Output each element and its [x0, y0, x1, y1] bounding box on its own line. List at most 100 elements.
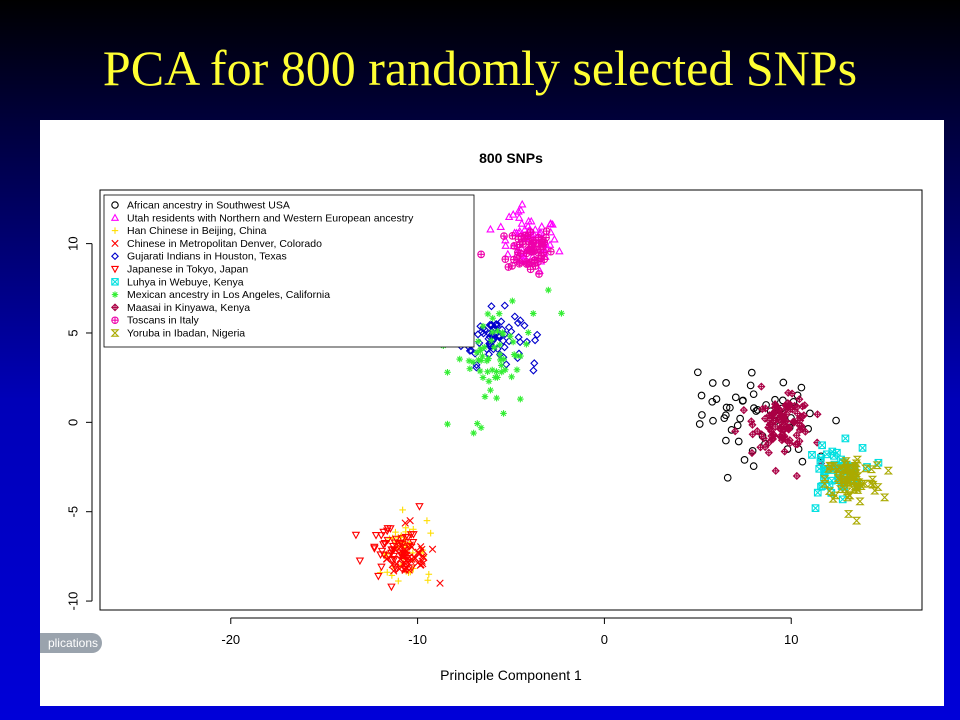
- data-point: [555, 246, 564, 255]
- data-point: [371, 531, 381, 540]
- data-point: [545, 240, 555, 248]
- legend-item: Toscans in Italy: [111, 315, 200, 327]
- data-point: [792, 471, 801, 481]
- data-point: [408, 538, 418, 547]
- data-point: [391, 535, 401, 544]
- data-point: [395, 577, 402, 585]
- data-point: [425, 570, 433, 578]
- data-point: [733, 421, 742, 430]
- data-point: [843, 510, 854, 518]
- data-point: [815, 464, 824, 473]
- data-point: [394, 542, 404, 551]
- data-point: [494, 374, 501, 381]
- data-point: [734, 437, 743, 446]
- data-point: [465, 357, 473, 365]
- data-point: [726, 403, 734, 412]
- data-point: [515, 259, 524, 268]
- plot-panel: 800 SNPs Principle Component 1 -20 -10 0 10…: [40, 120, 944, 706]
- data-point: [516, 316, 525, 325]
- data-point: [529, 236, 538, 245]
- data-point: [403, 534, 413, 542]
- data-point: [444, 368, 451, 376]
- data-point: [823, 464, 834, 473]
- data-point: [414, 550, 423, 558]
- series-points: [466, 227, 555, 278]
- series-points: [382, 516, 444, 587]
- data-point: [546, 227, 555, 236]
- data-point: [465, 346, 474, 355]
- legend-marker: [111, 278, 119, 286]
- data-point: [770, 407, 779, 416]
- data-point: [500, 301, 509, 310]
- data-point: [404, 543, 414, 551]
- plot-frame: [99, 189, 923, 611]
- data-point: [529, 229, 538, 237]
- data-point: [739, 406, 748, 415]
- data-point: [517, 199, 527, 208]
- data-point: [848, 475, 858, 484]
- data-point: [523, 340, 530, 348]
- data-point: [844, 491, 854, 499]
- x-tick-label: -10: [408, 632, 427, 647]
- data-point: [771, 400, 780, 409]
- data-point: [486, 224, 495, 233]
- data-point: [771, 422, 780, 431]
- data-point: [479, 374, 487, 381]
- data-point: [399, 506, 406, 514]
- data-point: [508, 232, 517, 240]
- data-point: [473, 349, 481, 356]
- data-point: [873, 483, 883, 491]
- data-point: [507, 327, 516, 336]
- data-point: [797, 383, 806, 392]
- data-point: [824, 487, 835, 495]
- data-point: [746, 381, 755, 390]
- data-point: [493, 368, 500, 375]
- data-point: [484, 368, 491, 376]
- data-point: [740, 456, 749, 464]
- x-tick-label: 10: [784, 632, 798, 647]
- data-point: [401, 519, 409, 527]
- data-point: [771, 466, 780, 475]
- data-point: [376, 551, 385, 560]
- data-point: [387, 546, 397, 555]
- data-point: [514, 207, 523, 215]
- data-point: [510, 351, 518, 358]
- data-point: [523, 246, 532, 255]
- data-point: [487, 386, 494, 394]
- slide-title: PCA for 800 randomly selected SNPs: [102, 40, 858, 96]
- legend-label: Toscans in Italy: [127, 315, 200, 327]
- series-points: [440, 286, 565, 437]
- data-point: [851, 516, 862, 525]
- data-point: [424, 576, 432, 584]
- data-point: [406, 531, 416, 539]
- data-point: [835, 464, 845, 473]
- data-point: [837, 471, 848, 480]
- data-point: [479, 352, 486, 360]
- data-point: [722, 379, 730, 387]
- data-point: [419, 560, 427, 568]
- data-point: [524, 216, 533, 225]
- data-point: [799, 411, 808, 420]
- data-point: [841, 460, 851, 469]
- legend-box: [103, 194, 475, 348]
- data-point: [498, 368, 505, 376]
- legend-item: Mexican ancestry in Los Angeles, Califor…: [111, 289, 330, 301]
- data-point: [546, 219, 556, 227]
- data-point: [383, 525, 392, 533]
- legend-item: Luhya in Webuye, Kenya: [111, 276, 244, 288]
- data-point: [517, 352, 524, 360]
- data-point: [872, 461, 882, 470]
- legend-item: Maasai in Kinyawa, Kenya: [111, 302, 250, 314]
- data-point: [377, 563, 386, 572]
- legend-item: Yoruba in Ibadan, Nigeria: [110, 328, 245, 340]
- legend-marker: [111, 252, 119, 261]
- data-points: [351, 199, 894, 592]
- legend-marker: [111, 201, 119, 209]
- data-point: [731, 427, 740, 436]
- data-point: [758, 432, 767, 440]
- data-point: [764, 448, 773, 457]
- data-point: [748, 446, 757, 455]
- data-point: [764, 423, 773, 432]
- applications-tab[interactable]: plications: [40, 633, 102, 653]
- legend-marker: [111, 227, 119, 234]
